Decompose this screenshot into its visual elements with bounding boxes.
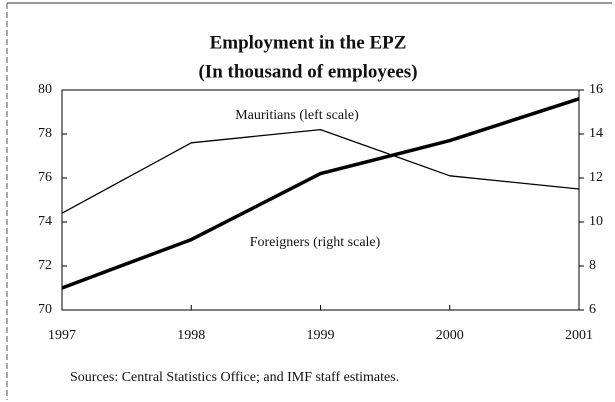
y2-tick-label: 14 <box>589 126 603 141</box>
y2-tick-label: 6 <box>589 302 596 317</box>
y-tick-label: 76 <box>38 170 52 185</box>
series-line <box>61 128 580 214</box>
series-label: Foreigners (right scale) <box>250 235 381 250</box>
y2-tick-label: 12 <box>589 170 603 185</box>
source-note: Sources: Central Statistics Office; and … <box>70 370 399 385</box>
series-line <box>61 97 580 290</box>
y2-tick-label: 8 <box>589 258 596 273</box>
x-tick-label: 2001 <box>565 328 593 343</box>
series-label: Mauritians (left scale) <box>235 108 359 123</box>
x-tick-label: 1999 <box>307 328 335 343</box>
y-tick-label: 80 <box>38 82 52 97</box>
chart-subtitle: (In thousand of employees) <box>198 61 417 82</box>
x-tick-label: 1998 <box>177 328 205 343</box>
y2-tick-label: 10 <box>589 214 603 229</box>
chart-title: Employment in the EPZ <box>210 32 407 53</box>
x-tick-label: 1997 <box>48 328 76 343</box>
y-tick-label: 78 <box>38 126 52 141</box>
y-tick-label: 74 <box>38 214 52 229</box>
y2-tick-label: 16 <box>589 82 603 97</box>
y-tick-label: 70 <box>38 302 52 317</box>
y-tick-label: 72 <box>38 258 52 273</box>
x-tick-label: 2000 <box>436 328 464 343</box>
